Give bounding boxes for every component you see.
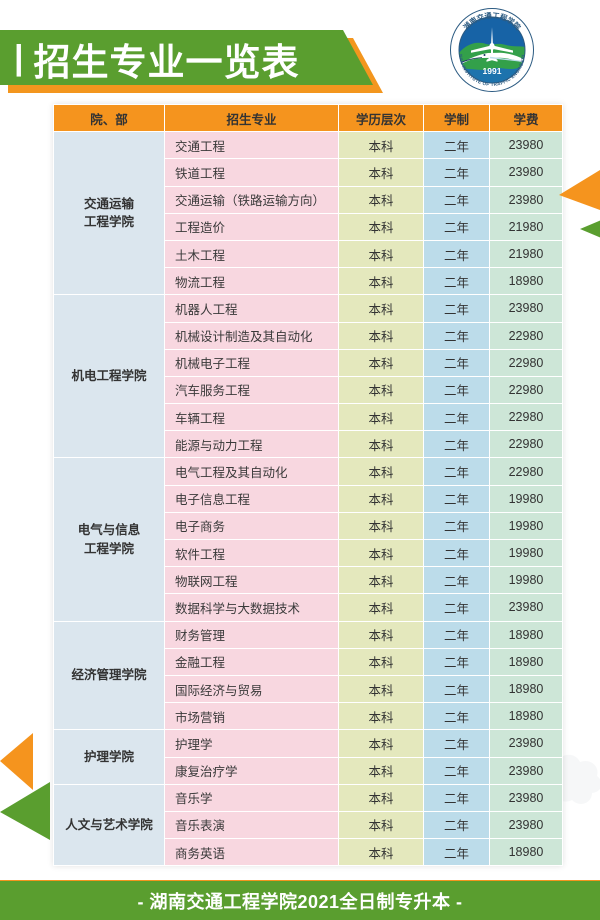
svg-text:1991: 1991 — [483, 66, 502, 76]
